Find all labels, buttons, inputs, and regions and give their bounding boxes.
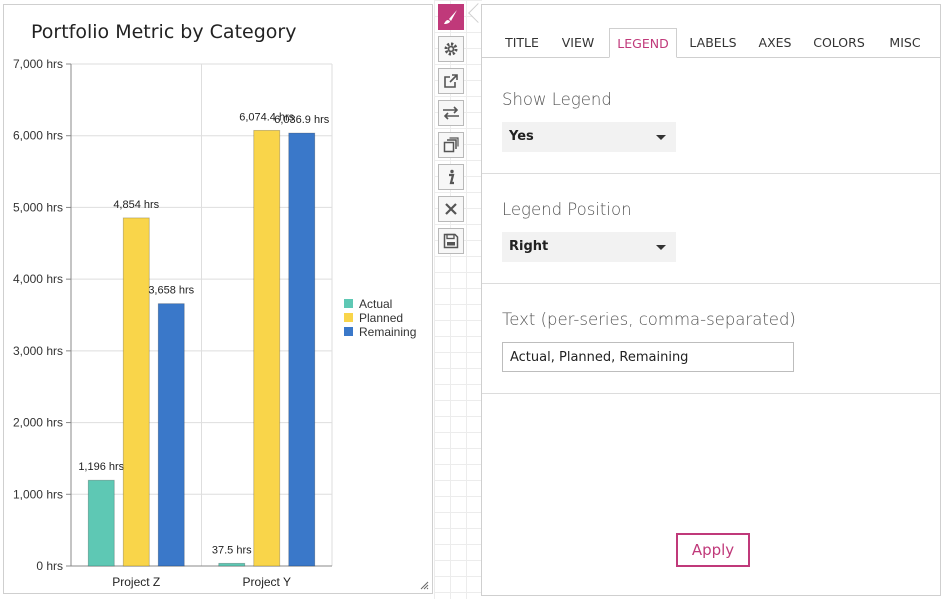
- info-button[interactable]: [438, 164, 464, 190]
- x-category-label: Project Z: [112, 575, 160, 589]
- legend-position-value: Right: [509, 239, 549, 254]
- data-label: 1,196 hrs: [78, 461, 124, 473]
- swap-arrows-icon: [442, 105, 460, 121]
- y-tick-label: 4,000 hrs: [13, 272, 63, 286]
- y-tick-label: 2,000 hrs: [13, 416, 63, 430]
- show-legend-value: Yes: [509, 129, 534, 144]
- y-tick-label: 1,000 hrs: [13, 487, 63, 501]
- chevron-down-icon: [656, 245, 666, 250]
- data-label: 4,854 hrs: [113, 199, 159, 211]
- legend-swatch-actual: [344, 299, 353, 308]
- duplicate-button[interactable]: [438, 132, 464, 158]
- canvas-grid: [434, 0, 482, 599]
- legend-text-label: Text (per-series, comma-separated): [502, 310, 796, 329]
- gear-icon: [443, 41, 459, 57]
- y-tick-label: 3,000 hrs: [13, 344, 63, 358]
- bar-planned-1: [253, 129, 281, 567]
- close-button[interactable]: [438, 196, 464, 222]
- swap-button[interactable]: [438, 100, 464, 126]
- chevron-down-icon: [656, 135, 666, 140]
- y-tick-label: 7,000 hrs: [13, 57, 63, 71]
- bar-remaining-1: [288, 132, 316, 567]
- legend-text-input[interactable]: [502, 342, 794, 372]
- open-external-button[interactable]: [438, 68, 464, 94]
- external-link-icon: [443, 73, 459, 89]
- legend-swatch-planned: [344, 313, 353, 322]
- style-brush-button[interactable]: [438, 4, 464, 30]
- close-icon: [444, 202, 458, 216]
- data-label: 6,074.4 hrs: [239, 111, 295, 123]
- tab-title[interactable]: TITLE: [505, 35, 539, 50]
- legend-label-remaining: Remaining: [359, 325, 416, 339]
- legend-position-label: Legend Position: [502, 200, 632, 219]
- legend-text-section: Text (per-series, comma-separated): [482, 283, 940, 394]
- data-label: 37.5 hrs: [212, 544, 252, 556]
- legend-label-planned: Planned: [359, 311, 403, 325]
- y-tick-label: 5,000 hrs: [13, 200, 63, 214]
- show-legend-section: Show Legend Yes: [482, 58, 940, 174]
- apply-button[interactable]: Apply: [676, 533, 750, 567]
- legend-label-actual: Actual: [359, 297, 392, 311]
- data-label: 6,036.9 hrs: [274, 114, 330, 126]
- tab-colors[interactable]: COLORS: [813, 35, 865, 50]
- save-icon: [443, 233, 459, 249]
- chart-settings-panel: TITLE VIEW LEGEND LABELS AXES COLORS MISC Show…: [481, 4, 941, 596]
- x-category-label: Project Y: [243, 575, 291, 589]
- chart-title: Portfolio Metric by Category: [31, 21, 297, 43]
- legend-swatch-remaining: [344, 327, 353, 336]
- info-icon: [443, 169, 459, 185]
- bar-planned-0: [122, 217, 150, 567]
- legend-position-section: Legend Position Right: [482, 173, 940, 284]
- tab-axes[interactable]: AXES: [758, 35, 792, 50]
- chart-card: Portfolio Metric by Category 0 hrs 1,000 …: [3, 4, 433, 594]
- paintbrush-icon: [443, 9, 459, 25]
- settings-button[interactable]: [438, 36, 464, 62]
- y-tick-label: 6,000 hrs: [13, 129, 63, 143]
- y-tick-label: 0 hrs: [36, 559, 63, 573]
- bar-remaining-0: [157, 303, 185, 567]
- tab-labels[interactable]: LABELS: [689, 35, 737, 50]
- legend-position-select[interactable]: Right: [502, 232, 676, 262]
- show-legend-select[interactable]: Yes: [502, 122, 676, 152]
- bar-actual-1: [218, 562, 246, 567]
- data-label: 3,658 hrs: [148, 285, 194, 297]
- bar-chart: 0 hrs 1,000 hrs 2,000 hrs 3,000 hrs 4,000 hr…: [13, 57, 416, 589]
- tab-view[interactable]: VIEW: [561, 35, 595, 50]
- tab-legend[interactable]: LEGEND: [609, 28, 677, 58]
- tab-misc[interactable]: MISC: [889, 35, 921, 50]
- show-legend-label: Show Legend: [502, 90, 612, 109]
- settings-tabs: TITLE VIEW LEGEND LABELS AXES COLORS MISC: [482, 28, 940, 58]
- save-button[interactable]: [438, 228, 464, 254]
- copy-icon: [443, 137, 459, 153]
- resize-grip-icon[interactable]: [420, 581, 429, 590]
- bar-actual-0: [87, 479, 115, 567]
